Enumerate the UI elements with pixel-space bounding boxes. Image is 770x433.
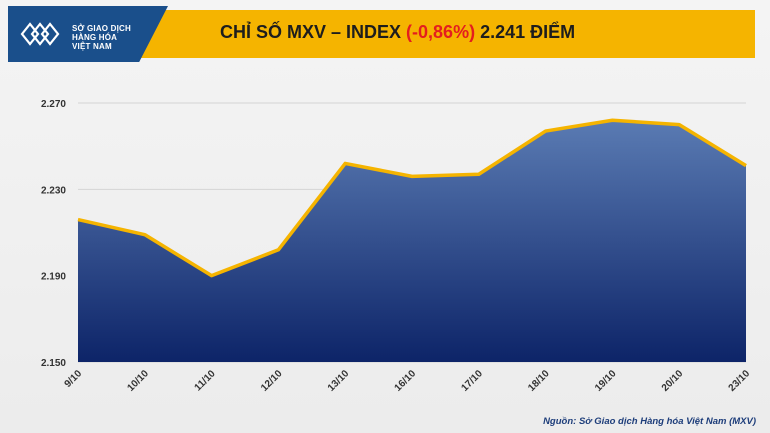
logo-text: SỞ GIAO DỊCH HÀNG HÓA VIỆT NAM xyxy=(72,24,131,51)
x-tick-label: 9/10 xyxy=(63,368,85,390)
x-tick-label: 13/10 xyxy=(326,368,352,394)
y-tick-label: 2.190 xyxy=(41,272,66,283)
y-axis: 2.150 2.190 2.230 2.270 xyxy=(41,99,66,369)
area-fill xyxy=(78,120,746,363)
x-axis: 9/10 10/10 11/10 12/10 13/10 16/10 17/10 18/10 1… xyxy=(63,368,753,394)
x-tick-label: 19/10 xyxy=(593,368,619,394)
logo-mark-icon xyxy=(20,22,60,46)
x-tick-label: 16/10 xyxy=(393,368,419,394)
logo-line-1: SỞ GIAO DỊCH xyxy=(72,24,132,33)
logo: SỞ GIAO DỊCH HÀNG HÓA VIỆT NAM xyxy=(8,6,168,62)
y-tick-label: 2.230 xyxy=(41,185,66,196)
x-tick-label: 11/10 xyxy=(193,368,218,393)
x-tick-label: 10/10 xyxy=(125,368,151,394)
title-prefix: CHỈ SỐ MXV – INDEX xyxy=(220,22,407,42)
x-tick-label: 12/10 xyxy=(259,368,285,394)
title-change: (-0,86%) xyxy=(406,22,476,42)
x-tick-label: 20/10 xyxy=(660,368,686,394)
source-note: Nguồn: Sở Giao dịch Hàng hóa Việt Nam (M… xyxy=(543,416,756,427)
series-line xyxy=(77,118,747,278)
x-tick-label: 23/10 xyxy=(727,368,753,394)
y-tick-label: 2.150 xyxy=(41,358,66,369)
chart-title: CHỈ SỐ MXV – INDEX (-0,86%) 2.241 ĐIỂM xyxy=(220,22,575,43)
title-suffix: 2.241 ĐIỂM xyxy=(475,22,576,42)
logo-line-3: VIỆT NAM xyxy=(72,42,112,51)
x-tick-label: 18/10 xyxy=(526,368,552,394)
header: SỞ GIAO DỊCH HÀNG HÓA VIỆT NAM CHỈ SỐ MX… xyxy=(0,0,770,62)
logo-line-2: HÀNG HÓA xyxy=(72,33,118,42)
x-tick-label: 17/10 xyxy=(459,368,485,394)
y-tick-label: 2.270 xyxy=(41,99,66,110)
title-bar xyxy=(130,10,755,58)
